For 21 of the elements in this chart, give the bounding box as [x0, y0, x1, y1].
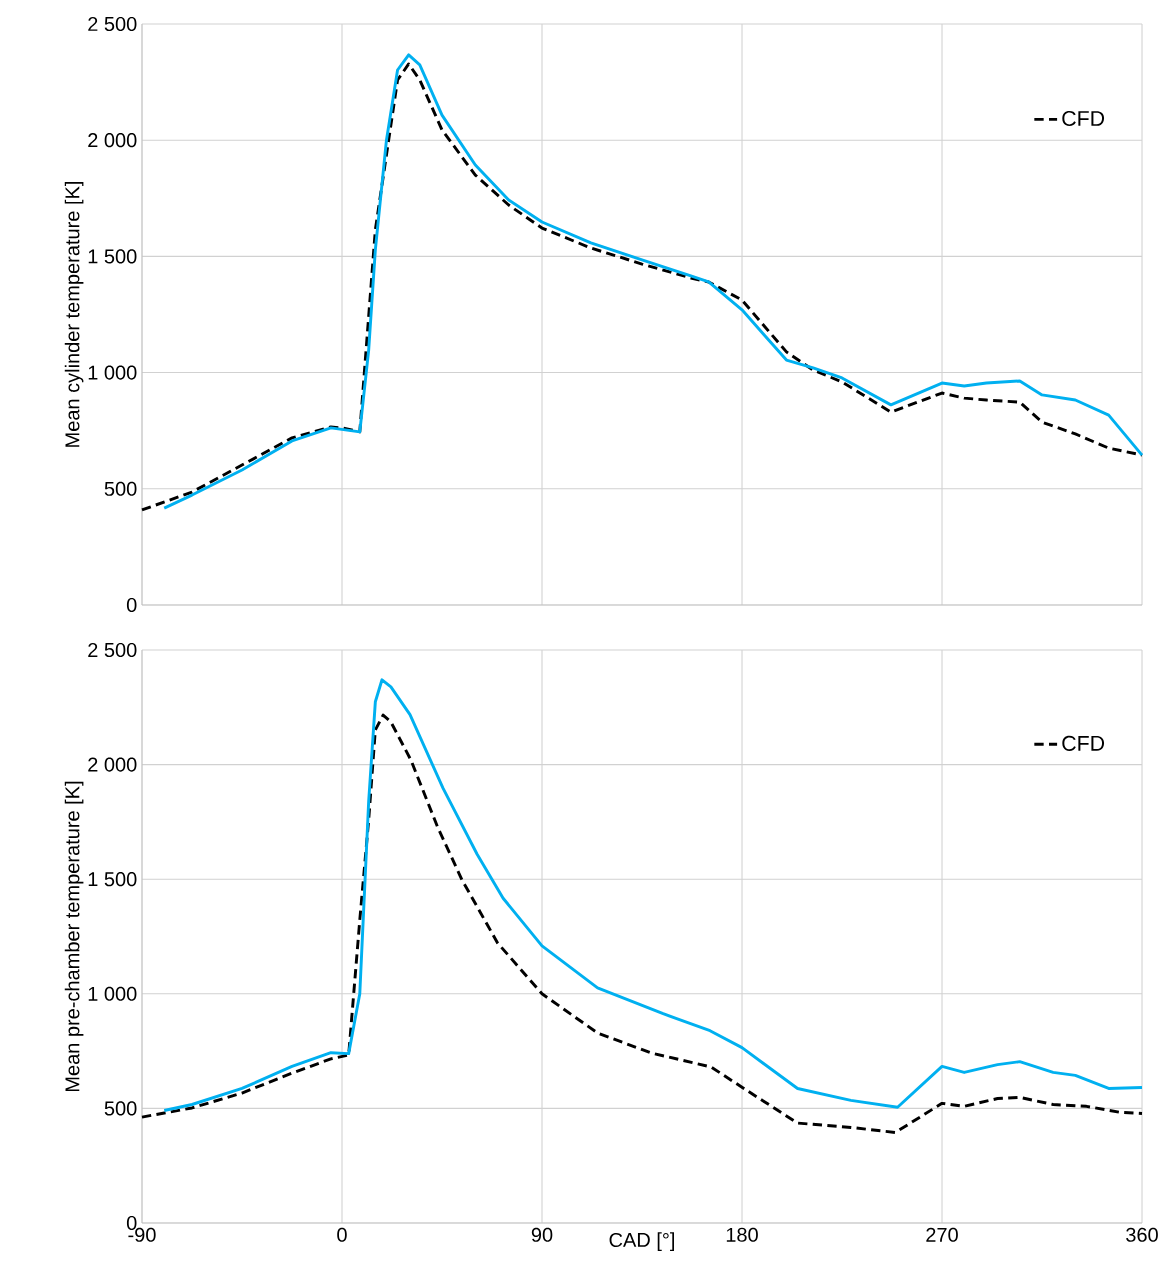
x-tick-label: 360	[1126, 1227, 1158, 1242]
y-tick-label: 500	[104, 481, 137, 496]
y-tick-label: 2 000	[88, 757, 137, 772]
y-tick-label: 2 500	[88, 16, 137, 32]
y-tick-label: 1 500	[88, 249, 137, 264]
y-tick-label: 1 000	[88, 365, 137, 380]
y-axis-title: Mean pre-chamber temperature [K]	[64, 781, 84, 1092]
y-tick-label: 2 500	[88, 642, 137, 658]
y-tick-label: 500	[104, 1101, 137, 1116]
legend-label: CFD	[1062, 110, 1105, 127]
legend-label: CFD	[1062, 735, 1105, 751]
x-tick-label: 180	[726, 1227, 758, 1242]
x-axis-title: CAD [°]	[609, 1232, 674, 1251]
x-tick-label: 0	[337, 1227, 347, 1242]
y-tick-label: 1 000	[88, 986, 137, 1001]
y-tick-label: 2 000	[88, 133, 137, 148]
x-tick-label: 90	[531, 1227, 553, 1242]
y-tick-label: 1 500	[88, 872, 137, 887]
y-tick-label: 0	[126, 597, 137, 613]
y-axis-title: Mean cylinder temperature [K]	[64, 182, 84, 447]
x-tick-label: 270	[926, 1227, 958, 1242]
